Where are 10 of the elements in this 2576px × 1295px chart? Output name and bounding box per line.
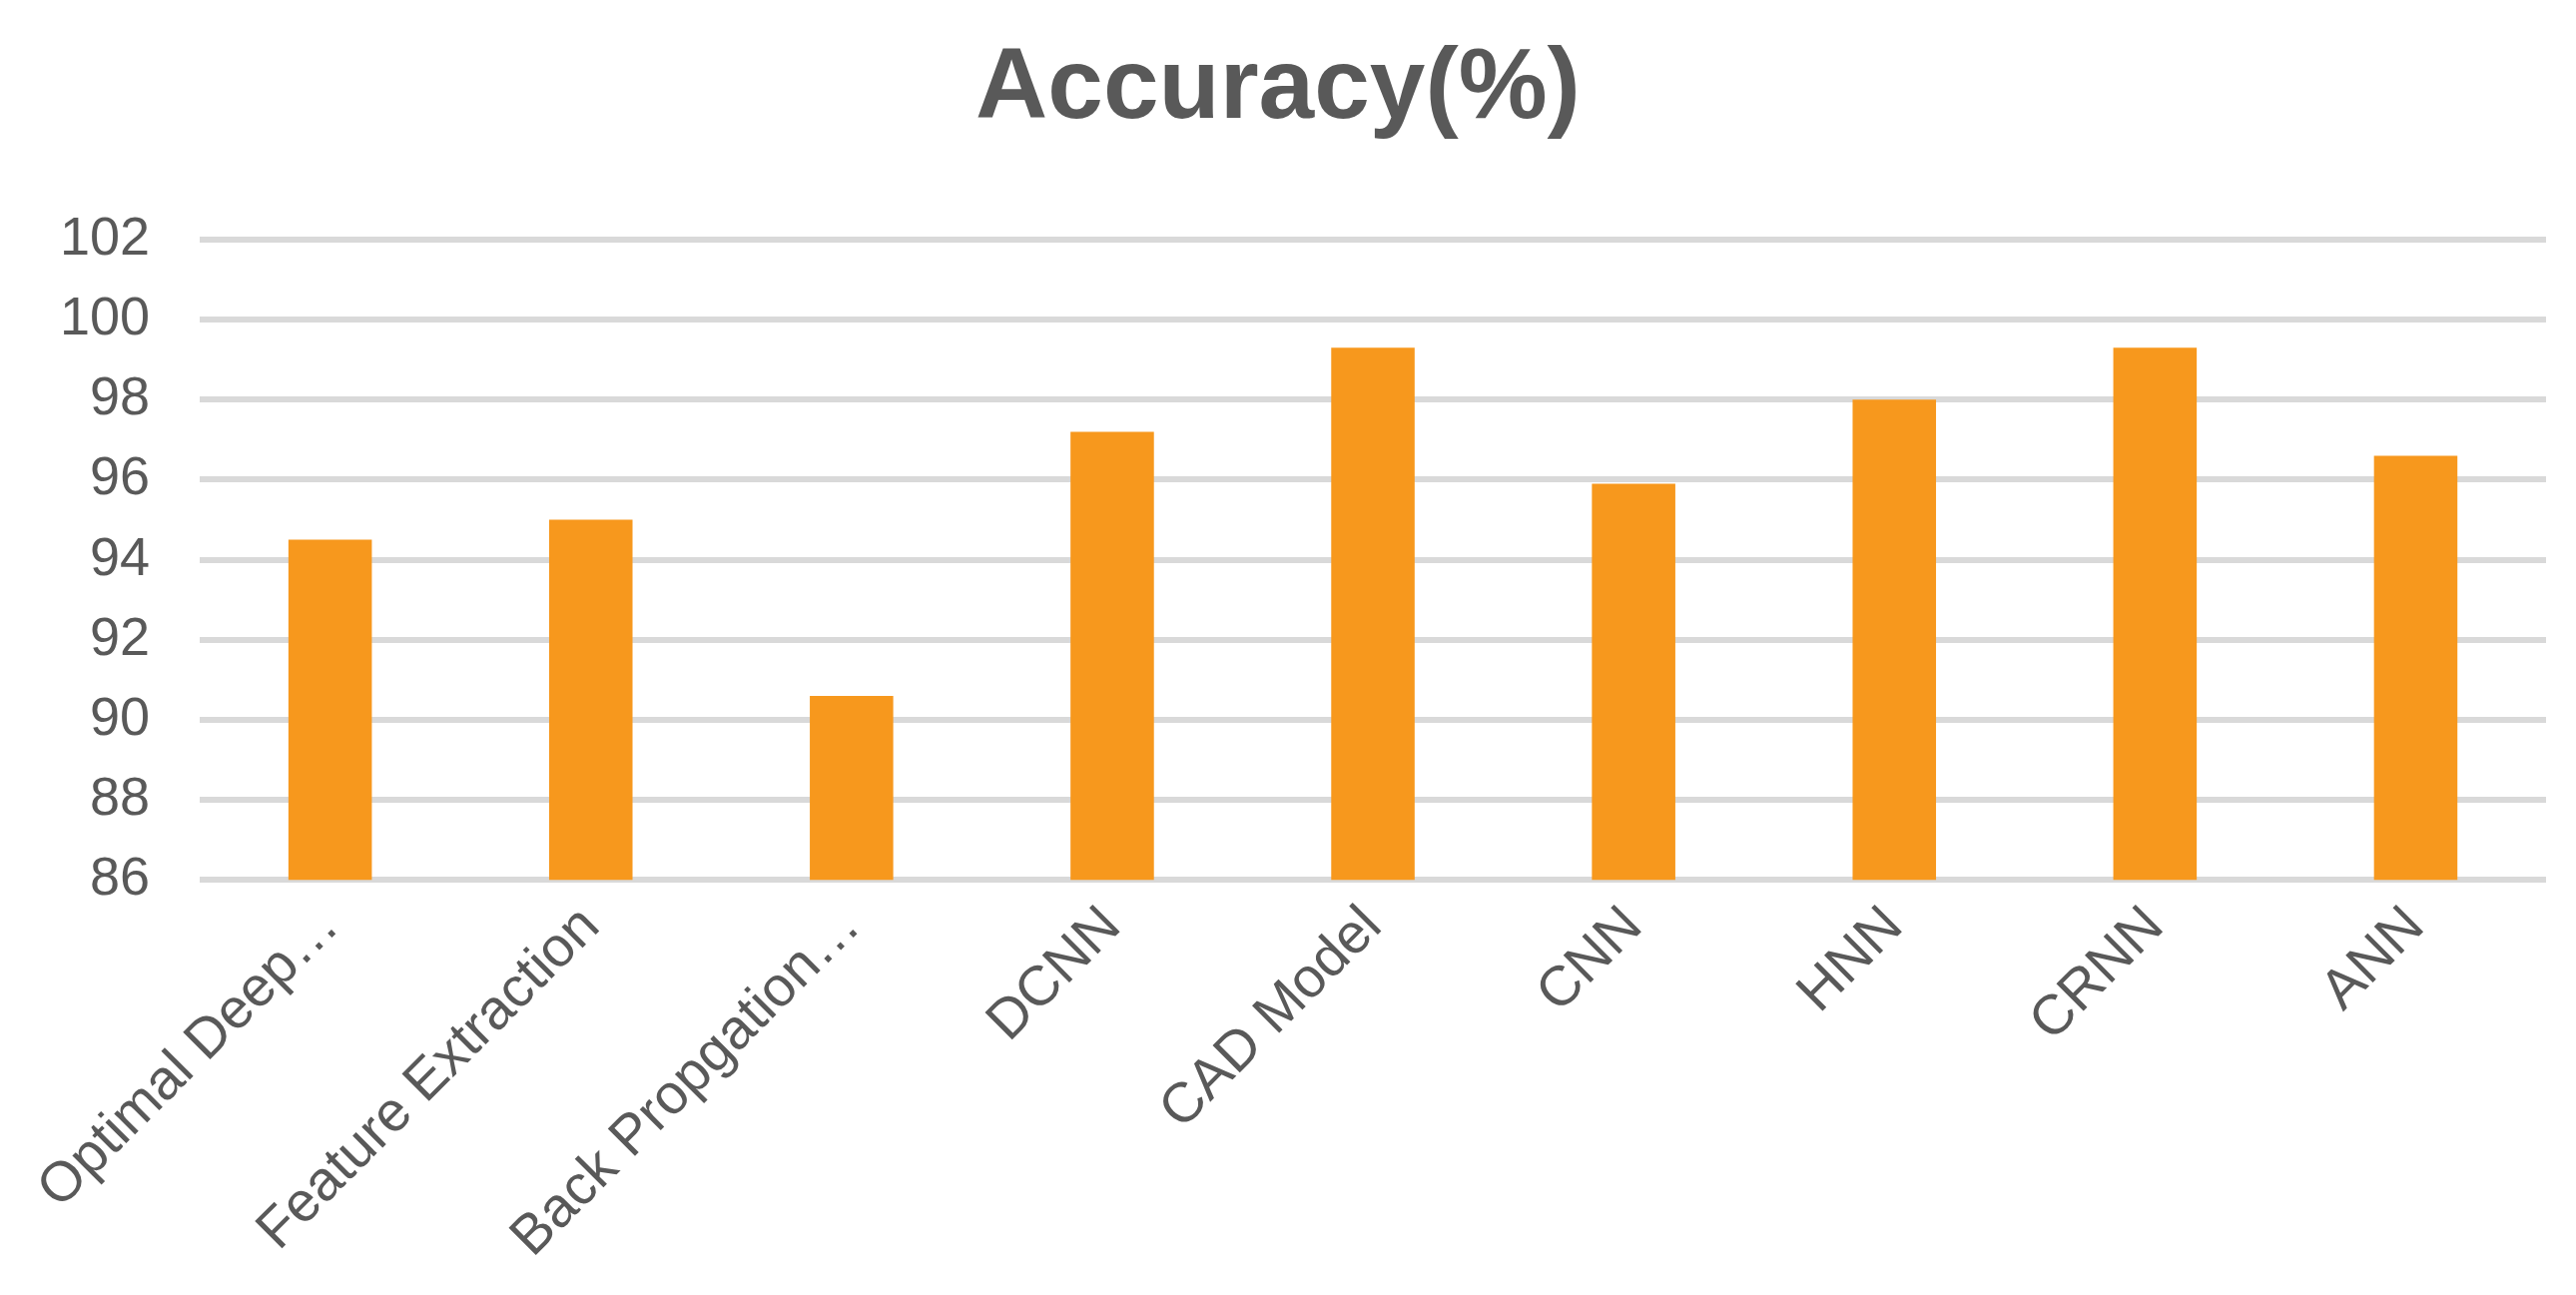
y-tick-label: 90 [90,685,151,746]
y-tick-label: 86 [90,846,151,907]
y-tick-label: 102 [59,205,151,266]
y-tick-label: 100 [59,286,151,346]
y-tick-label: 94 [90,525,151,586]
y-tick-label: 88 [90,766,151,827]
y-tick-label: 96 [90,445,151,506]
chart-title: Accuracy(%) [975,26,1581,139]
y-tick-label: 98 [90,365,151,426]
y-tick-label: 92 [90,605,151,666]
